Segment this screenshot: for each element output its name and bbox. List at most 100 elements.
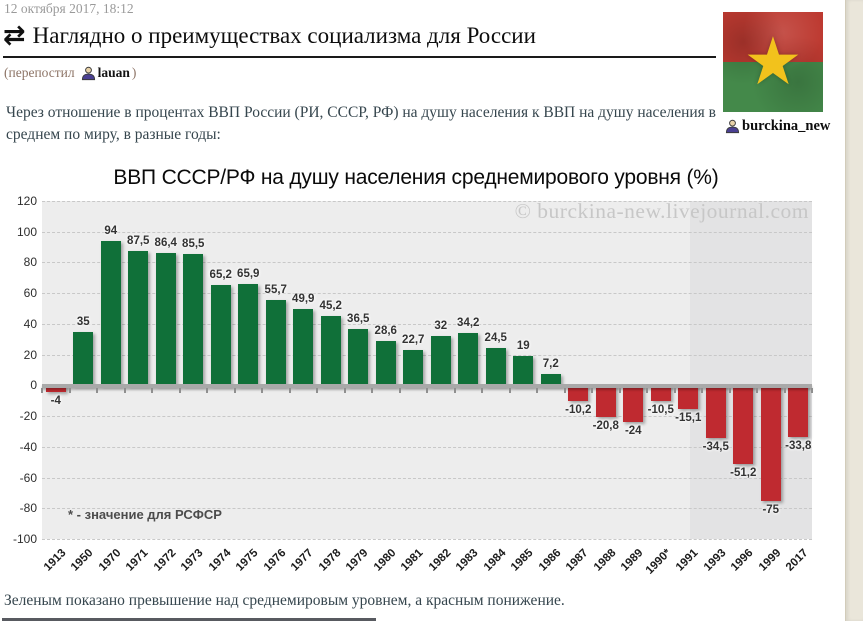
author-row: burckina_new xyxy=(721,118,830,135)
chart-footnote: * - значение для РСФСР xyxy=(68,507,222,522)
bar-value-label: 49,9 xyxy=(292,292,315,305)
bar xyxy=(678,385,699,409)
y-axis-label: -60 xyxy=(19,470,37,485)
bar xyxy=(348,329,369,386)
bar-value-label: 86,4 xyxy=(154,236,177,249)
axis-tick xyxy=(41,388,43,394)
flag-star-icon: ★ xyxy=(743,23,803,100)
bar-value-label: 35 xyxy=(76,315,90,328)
repost-suffix: ) xyxy=(131,65,137,80)
axis-tick xyxy=(206,388,208,394)
axis-tick xyxy=(343,388,346,394)
bar xyxy=(238,284,259,386)
grid-line xyxy=(42,323,812,325)
chart-title: ВВП СССР/РФ на душу населения среднемиро… xyxy=(113,166,719,189)
y-axis-label: 0 xyxy=(30,378,37,393)
bar-value-label: -15,1 xyxy=(675,411,702,424)
bar xyxy=(128,250,149,386)
post-timestamp: 12 октября 2017, 18:12 xyxy=(4,1,134,16)
bar xyxy=(650,385,671,402)
bar xyxy=(485,347,506,386)
axis-tick xyxy=(508,388,511,394)
y-axis-label: 40 xyxy=(23,316,37,331)
repost-prefix: (перепостил xyxy=(4,65,75,80)
flag-texture xyxy=(723,12,823,112)
x-axis-label: 1982 xyxy=(426,547,454,574)
post-footer-text: Зеленым показано превышение над среднеми… xyxy=(4,592,565,609)
x-axis-label: 1986 xyxy=(536,547,564,574)
axis-tick xyxy=(646,388,648,394)
bar-value-label: -24 xyxy=(624,425,642,438)
bar-value-label: 65,9 xyxy=(237,268,260,281)
x-axis-label: 1993 xyxy=(701,547,729,574)
x-axis-label: 1989 xyxy=(619,547,646,574)
page-background-edge xyxy=(845,0,863,621)
y-axis-label: -100 xyxy=(12,532,37,546)
bar xyxy=(155,252,176,386)
x-axis-label: 1975 xyxy=(234,547,261,574)
bar-value-label: 19 xyxy=(516,340,530,353)
bar-value-label: 65,2 xyxy=(209,269,232,282)
bar xyxy=(210,285,231,386)
grid-line xyxy=(42,262,812,264)
bar-value-label: 85,5 xyxy=(182,238,205,250)
bar-value-label: -51,2 xyxy=(730,467,757,480)
bar-value-label: -10,2 xyxy=(565,404,592,417)
axis-tick xyxy=(811,388,813,394)
gdp-bar-chart: ВВП СССР/РФ на душу населения среднемиро… xyxy=(5,163,827,591)
y-axis-label: -20 xyxy=(19,409,37,424)
axis-tick xyxy=(123,388,126,394)
y-axis-label: 120 xyxy=(16,194,37,208)
y-axis-label: 100 xyxy=(16,224,37,239)
x-axis-label: 1978 xyxy=(316,547,344,574)
bar xyxy=(788,385,809,438)
bar xyxy=(760,385,781,501)
author-username-link[interactable]: burckina_new xyxy=(742,118,831,134)
bar-value-label: 87,5 xyxy=(127,234,150,247)
bar-value-label: 32 xyxy=(434,320,448,333)
x-axis-label: 1980 xyxy=(371,547,399,574)
bar-value-label: -34,5 xyxy=(702,441,729,454)
x-axis-label: 1984 xyxy=(481,547,509,574)
bar xyxy=(45,385,66,392)
grid-line xyxy=(42,354,812,356)
bar-value-label: -10,5 xyxy=(647,404,674,417)
x-axis-label: 1987 xyxy=(564,547,591,574)
bar xyxy=(293,308,314,386)
y-axis-label: -40 xyxy=(19,439,37,454)
bar-value-label: 36,5 xyxy=(347,313,370,326)
grid-line xyxy=(42,508,812,510)
zero-axis-line xyxy=(42,384,812,389)
post-soviet-highlight-band xyxy=(690,201,812,539)
x-axis-label: 1999 xyxy=(756,547,784,574)
x-axis-label: 1988 xyxy=(591,547,619,574)
bar-value-label: 55,7 xyxy=(264,283,287,296)
bar xyxy=(733,385,754,465)
axis-tick xyxy=(398,388,401,394)
bar-value-label: 45,2 xyxy=(319,299,342,312)
x-axis-label: 1996 xyxy=(729,547,756,574)
axis-tick xyxy=(481,388,483,394)
flag-green-band xyxy=(723,62,823,112)
x-axis-label: 2017 xyxy=(784,547,811,574)
bar xyxy=(623,385,644,423)
bar-value-label: -33,8 xyxy=(785,440,812,453)
axis-tick xyxy=(288,388,291,394)
bar-value-label: -75 xyxy=(762,503,780,516)
author-avatar-flag[interactable]: ★ xyxy=(723,12,823,112)
repost-username-link[interactable]: lauan xyxy=(97,65,130,80)
post-intro-text: Через отношение в процентах ВВП России (… xyxy=(6,104,716,143)
x-axis-label: 1990* xyxy=(643,547,674,577)
bar-value-label: 28,6 xyxy=(374,325,397,338)
post-title-row: ⇄ Наглядно о преимуществах социализма дл… xyxy=(3,21,536,51)
bar-value-label: 24,5 xyxy=(484,331,507,344)
bar-value-label: 7,2 xyxy=(542,358,559,371)
post-title[interactable]: Наглядно о преимуществах социализма для … xyxy=(32,23,536,48)
title-divider xyxy=(3,56,716,58)
grid-line xyxy=(42,201,812,202)
x-axis-label: 1970 xyxy=(96,547,124,574)
grid-line xyxy=(42,231,812,233)
y-axis-label: 60 xyxy=(23,286,37,301)
x-axis-label: 1991 xyxy=(674,547,701,574)
bar xyxy=(183,254,204,386)
